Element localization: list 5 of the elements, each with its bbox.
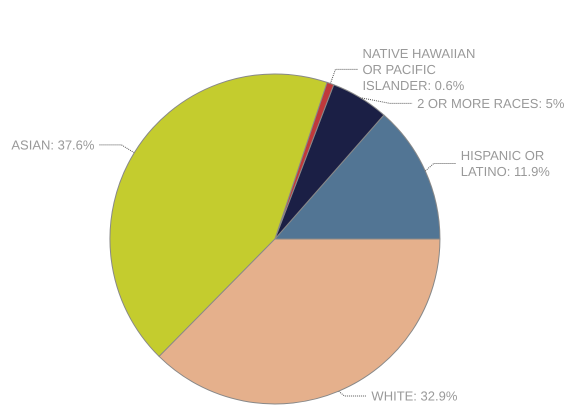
- slice-label: WHITE: 32.9%: [371, 388, 458, 404]
- slice-label: ASIAN: 37.6%: [11, 137, 95, 152]
- slice-label: NATIVE HAWAIIAN OR PACIFIC ISLANDER: 0.6%: [362, 46, 479, 93]
- slice-label: HISPANIC OR LATINO: 11.9%: [460, 148, 550, 179]
- slice-label: 2 OR MORE RACES: 5%: [417, 96, 565, 111]
